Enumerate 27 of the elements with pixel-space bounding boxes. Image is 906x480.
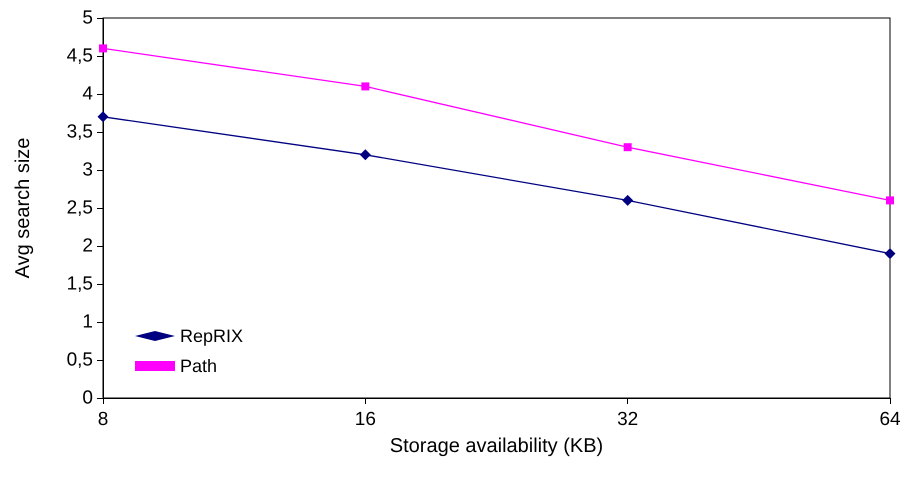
point (361, 82, 370, 90)
x-tick-label: 32 (617, 409, 638, 430)
y-tick-label: 1,5 (66, 274, 93, 294)
y-tick-label: 0,5 (66, 350, 93, 370)
legend-label: Path (180, 356, 218, 376)
y-tick-label: 3,5 (66, 122, 93, 142)
point (622, 194, 634, 206)
point (624, 143, 632, 152)
y-tick-label: 2,5 (66, 198, 93, 218)
y-tick-label: 1 (82, 312, 93, 332)
legend-label: RepRIX (180, 326, 244, 346)
y-tick-label: 3 (82, 160, 93, 180)
y-tick-label: 0 (82, 388, 93, 408)
point (360, 149, 371, 160)
point (98, 111, 108, 122)
y-axis-title: Avg search size (12, 138, 34, 278)
y-tick-label: 2 (82, 236, 93, 256)
y-tick-label: 4 (82, 84, 94, 104)
y-tick-label: 5 (82, 8, 93, 28)
point (884, 248, 896, 260)
x-tick-label: 8 (98, 409, 108, 430)
point (99, 44, 107, 52)
x-tick-label: 64 (879, 409, 901, 430)
x-tick-label: 16 (354, 409, 376, 430)
point (886, 196, 894, 204)
x-axis-title: Storage availability (KB) (390, 435, 604, 457)
y-tick-label: 4,5 (66, 46, 93, 66)
